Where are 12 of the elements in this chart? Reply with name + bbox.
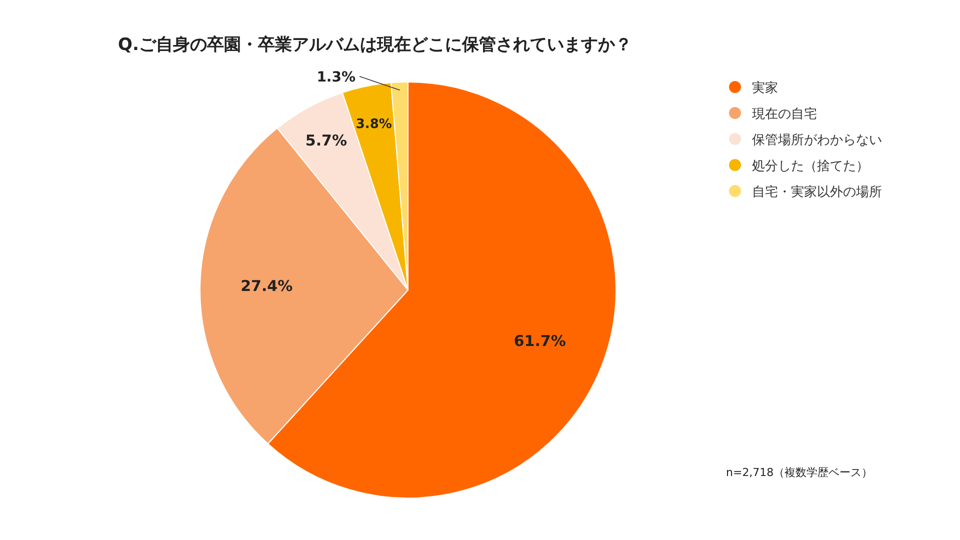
legend-label: 保管場所がわからない	[752, 133, 882, 148]
legend-label: 自宅・実家以外の場所	[752, 184, 882, 200]
data-label: 61.7%	[514, 332, 566, 350]
text: n=2,718（複数学歴ベース）	[726, 466, 873, 479]
data-label: 5.7%	[305, 131, 348, 150]
legend-label: 実家	[752, 80, 778, 96]
chart-title: Q.ご自身の卒園・卒業アルバムは現在どこに保管されていますか？	[118, 35, 632, 55]
legend-label: 処分した（捨てた）	[752, 159, 869, 174]
legend-label: 現在の自宅	[752, 106, 817, 122]
data-label: 27.4%	[240, 276, 293, 295]
data-label: 3.8%	[356, 116, 392, 132]
data-label: 1.3%	[316, 69, 356, 86]
